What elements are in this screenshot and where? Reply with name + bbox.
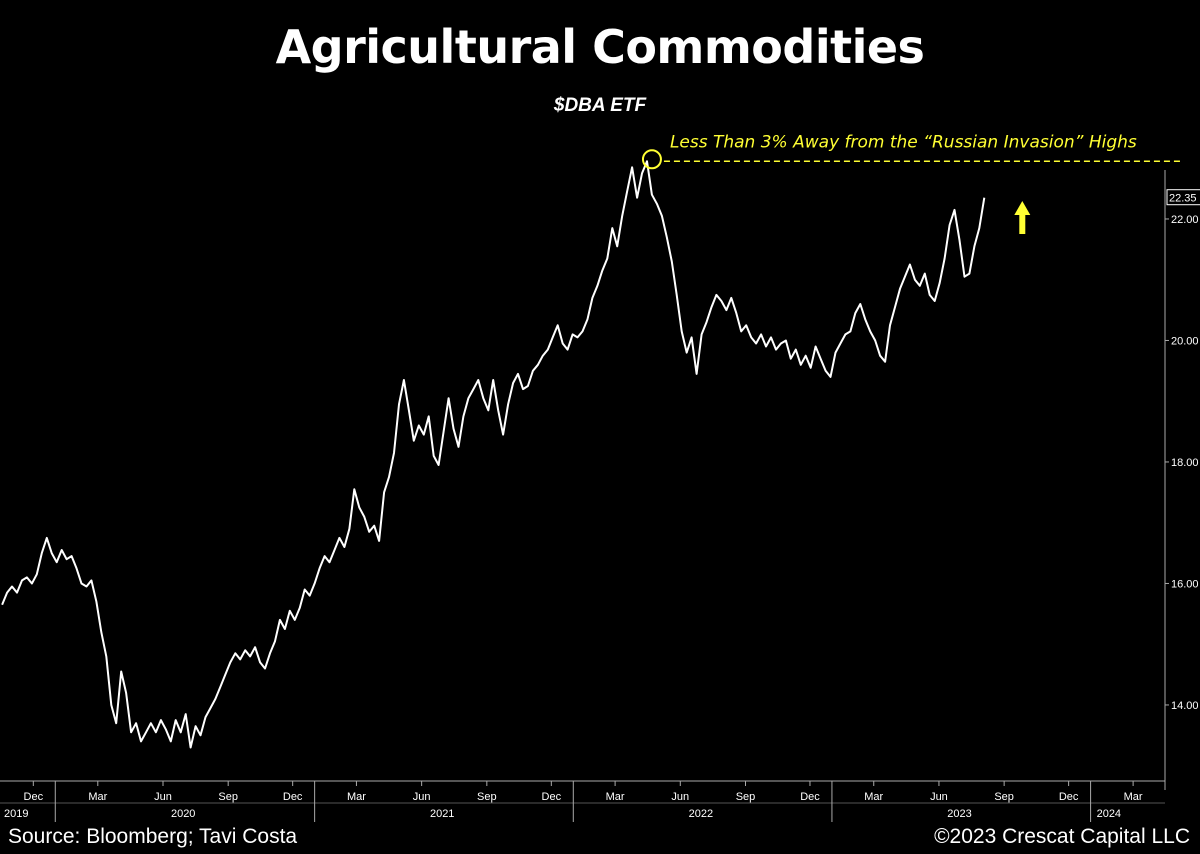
- y-tick-label: 22.00: [1171, 214, 1199, 226]
- x-month-label: Dec: [1059, 791, 1079, 803]
- peak-marker-circle: [641, 149, 662, 170]
- chart-title: Agricultural Commodities: [275, 20, 925, 74]
- x-month-label: Sep: [477, 791, 497, 803]
- annotation-group: Less Than 3% Away from the “Russian Inva…: [641, 132, 1180, 234]
- y-tick-label: 18.00: [1171, 457, 1199, 469]
- x-month-label: Jun: [930, 791, 948, 803]
- x-month-label: Sep: [736, 791, 756, 803]
- last-value-label: 22.35: [1169, 193, 1197, 205]
- price-line: [1, 160, 986, 749]
- x-month-label: Jun: [671, 791, 689, 803]
- x-month-label: Jun: [413, 791, 431, 803]
- source-note: Source: Bloomberg; Tavi Costa: [8, 825, 298, 848]
- y-tick-label: 16.00: [1171, 578, 1199, 590]
- x-month-label: Jun: [154, 791, 172, 803]
- up-arrow-icon: [1014, 201, 1031, 234]
- x-year-label: 2022: [689, 808, 713, 820]
- x-month-label: Dec: [283, 791, 303, 803]
- series-group: [1, 160, 986, 749]
- x-month-label: Mar: [1124, 791, 1143, 803]
- x-month-label: Dec: [800, 791, 820, 803]
- x-year-label: 2019: [4, 808, 28, 820]
- x-month-label: Mar: [864, 791, 883, 803]
- x-month-label: Mar: [347, 791, 366, 803]
- chart-subtitle: $DBA ETF: [553, 95, 647, 116]
- y-tick-label: 20.00: [1171, 335, 1199, 347]
- x-month-label: Mar: [606, 791, 625, 803]
- x-year-label: 2024: [1097, 808, 1121, 820]
- x-month-label: Mar: [88, 791, 107, 803]
- x-axis: Dec Mar Jun Sep Dec Mar Jun Sep Dec Mar Jun Sep Dec M…: [0, 780, 1165, 822]
- copyright-note: ©2023 Crescat Capital LLC: [934, 825, 1190, 848]
- x-year-label: 2021: [430, 808, 454, 820]
- x-month-label: Sep: [218, 791, 238, 803]
- x-month-label: Dec: [542, 791, 562, 803]
- y-tick-label: 14.00: [1171, 700, 1199, 712]
- y-axis: 14.00 16.00 18.00 20.00 22.00 22.35: [1164, 170, 1200, 790]
- x-month-label: Dec: [24, 791, 44, 803]
- x-year-label: 2023: [947, 808, 971, 820]
- x-year-label: 2020: [171, 808, 195, 820]
- x-month-label: Sep: [994, 791, 1014, 803]
- annotation-text: Less Than 3% Away from the “Russian Inva…: [670, 132, 1137, 152]
- last-value-box: [1166, 189, 1200, 206]
